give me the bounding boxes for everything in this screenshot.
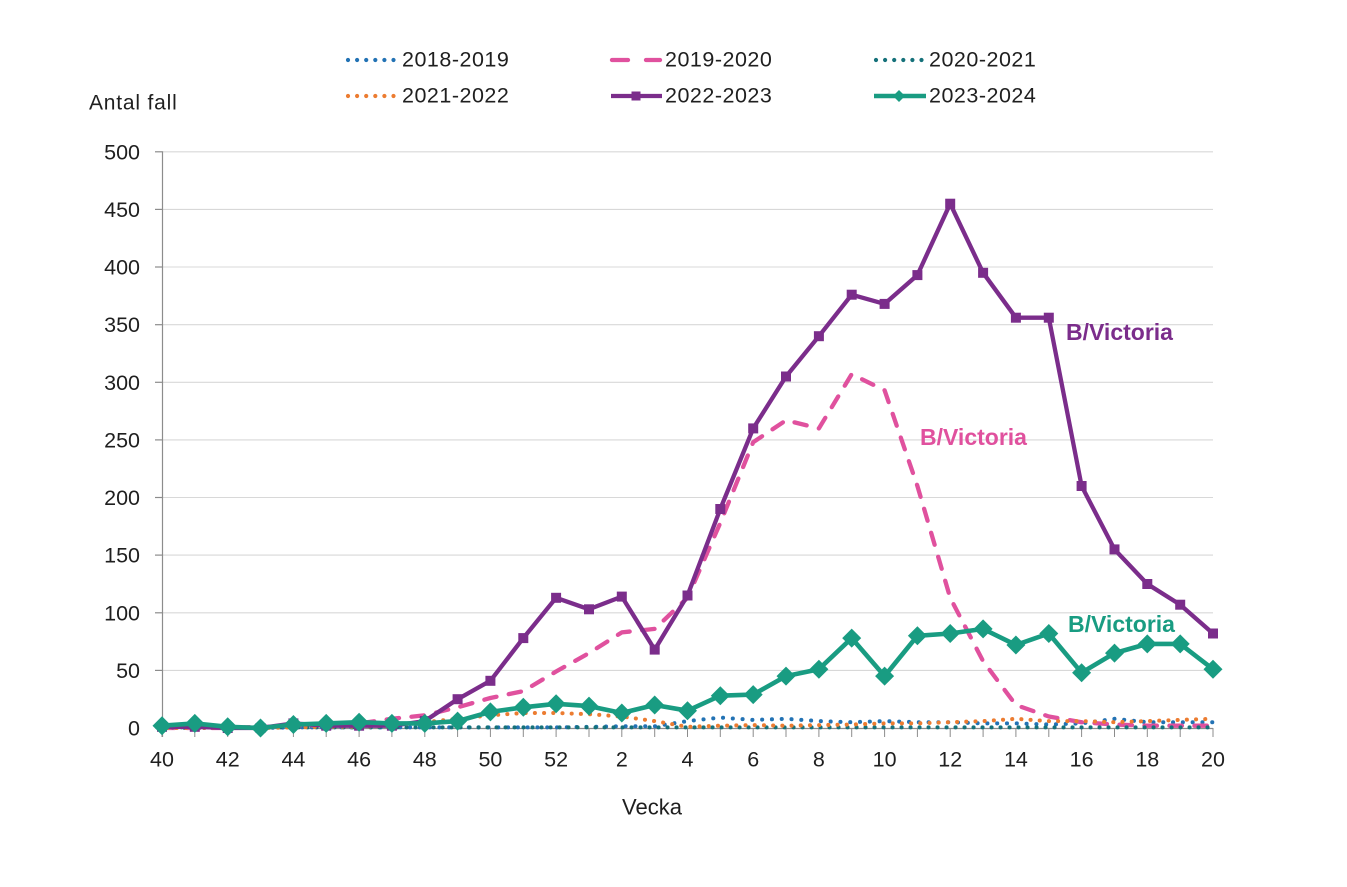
svg-text:52: 52 <box>544 748 568 772</box>
svg-text:50: 50 <box>116 659 140 683</box>
svg-text:40: 40 <box>150 748 174 772</box>
svg-text:150: 150 <box>104 544 140 568</box>
svg-text:2018-2019: 2018-2019 <box>402 48 509 72</box>
svg-text:Vecka: Vecka <box>622 795 683 820</box>
svg-text:6: 6 <box>747 748 759 772</box>
svg-text:2: 2 <box>616 748 628 772</box>
svg-text:400: 400 <box>104 256 140 280</box>
svg-text:0: 0 <box>128 717 140 741</box>
svg-text:2021-2022: 2021-2022 <box>402 84 509 108</box>
svg-text:100: 100 <box>104 601 140 625</box>
svg-text:8: 8 <box>813 748 825 772</box>
svg-text:450: 450 <box>104 198 140 222</box>
svg-text:20: 20 <box>1201 748 1225 772</box>
svg-text:500: 500 <box>104 140 140 164</box>
svg-text:2020-2021: 2020-2021 <box>929 48 1036 72</box>
svg-text:4: 4 <box>682 748 694 772</box>
svg-text:16: 16 <box>1070 748 1094 772</box>
svg-text:250: 250 <box>104 428 140 452</box>
svg-text:42: 42 <box>216 748 240 772</box>
svg-text:10: 10 <box>873 748 897 772</box>
svg-text:2019-2020: 2019-2020 <box>665 48 772 72</box>
svg-text:46: 46 <box>347 748 371 772</box>
svg-text:B/Victoria: B/Victoria <box>1066 319 1173 345</box>
svg-text:50: 50 <box>478 748 502 772</box>
svg-text:B/Victoria: B/Victoria <box>1068 611 1175 637</box>
svg-text:48: 48 <box>413 748 437 772</box>
svg-text:300: 300 <box>104 371 140 395</box>
svg-text:350: 350 <box>104 313 140 337</box>
svg-text:B/Victoria: B/Victoria <box>920 424 1027 450</box>
svg-text:Antal fall: Antal fall <box>89 92 178 115</box>
svg-text:2022-2023: 2022-2023 <box>665 84 772 108</box>
svg-text:12: 12 <box>938 748 962 772</box>
svg-text:18: 18 <box>1135 748 1159 772</box>
svg-text:2023-2024: 2023-2024 <box>929 84 1036 108</box>
svg-text:44: 44 <box>281 748 305 772</box>
svg-text:200: 200 <box>104 486 140 510</box>
svg-text:14: 14 <box>1004 748 1028 772</box>
